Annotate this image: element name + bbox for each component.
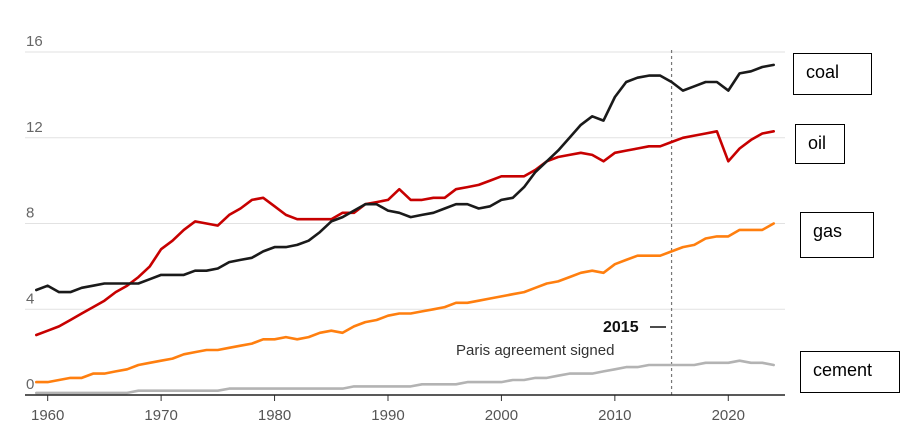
x-tick-label: 2000 <box>485 407 518 424</box>
paris-annotation: 2015 Paris agreement signed <box>456 319 666 359</box>
series-lines <box>35 63 775 395</box>
y-tick-label: 12 <box>26 119 43 136</box>
y-tick-labels: 0 4 8 12 16 <box>26 33 43 393</box>
x-tick-labels: 1960 1970 1980 1990 2000 2010 2020 <box>31 395 745 424</box>
x-tick-label: 2020 <box>712 407 745 424</box>
series-line-gas <box>35 222 775 384</box>
legend-gas: gas <box>800 212 874 258</box>
series-line-oil <box>35 130 775 337</box>
annotation-text: Paris agreement signed <box>456 342 614 359</box>
x-tick-label: 1980 <box>258 407 291 424</box>
legend-cement: cement <box>800 351 900 393</box>
y-tick-label: 16 <box>26 33 43 50</box>
x-tick-label: 1960 <box>31 407 64 424</box>
series-line-coal <box>35 63 775 294</box>
legend-oil: oil <box>795 124 845 164</box>
series-line-cement <box>35 359 775 395</box>
x-tick-label: 2010 <box>598 407 631 424</box>
x-tick-label: 1990 <box>371 407 404 424</box>
y-tick-label: 0 <box>26 376 34 393</box>
x-tick-label: 1970 <box>144 407 177 424</box>
gridlines <box>25 51 785 310</box>
y-tick-label: 8 <box>26 205 34 222</box>
annotation-year: 2015 <box>603 319 639 336</box>
y-tick-label: 4 <box>26 290 34 307</box>
legend-coal: coal <box>793 53 872 95</box>
